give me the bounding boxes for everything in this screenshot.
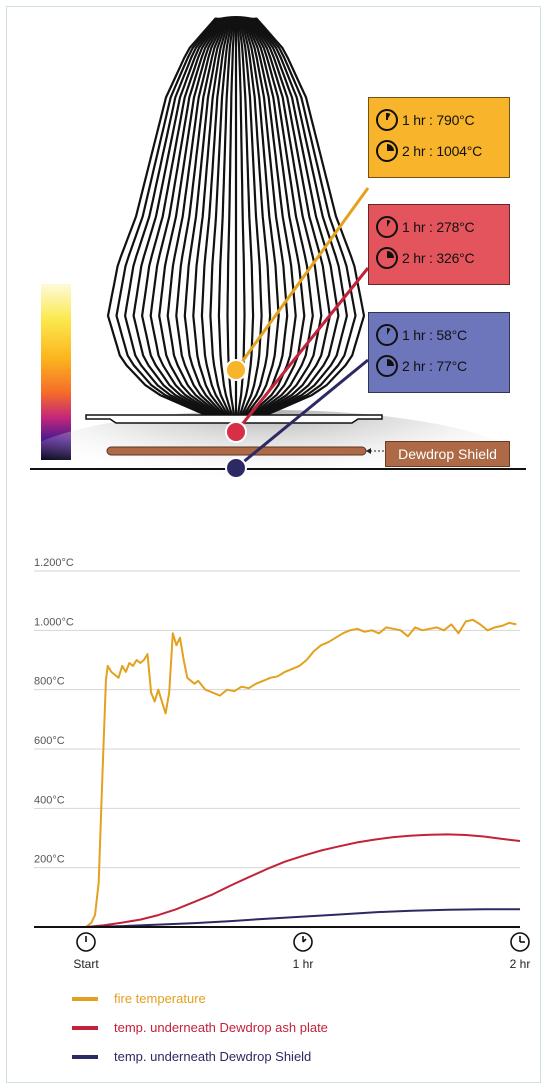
callout-row: 1 hr : 278°C — [375, 211, 503, 242]
leader-line-shield — [235, 358, 369, 470]
callout-row: 2 hr : 326°C — [375, 242, 503, 273]
clock-tick-icon — [76, 932, 96, 952]
y-tick-label: 600°C — [34, 735, 65, 747]
callout-ash-plate-temperature: 1 hr : 278°C 2 hr : 326°C — [368, 204, 510, 285]
bowl-rib — [106, 17, 217, 417]
x-tick-label: 1 hr — [293, 957, 314, 971]
legend-swatch — [72, 997, 98, 1001]
y-tick-label: 400°C — [34, 794, 65, 806]
bowl-rib — [200, 17, 232, 416]
x-axis: Start 1 hr 2 hr — [34, 926, 531, 971]
callout-shield-temperature: 1 hr : 58°C 2 hr : 77°C — [368, 312, 510, 393]
clock-2hr-icon — [376, 139, 398, 162]
leader-line-fire — [234, 187, 370, 371]
callout-shield-line-2: 2 hr : 77°C — [402, 357, 467, 374]
callout-shield-line-1: 1 hr : 58°C — [402, 326, 467, 343]
callout-fire-temperature: 1 hr : 790°C 2 hr : 1004°C — [368, 97, 510, 178]
bowl-rib — [236, 17, 246, 416]
bowl-rib — [251, 17, 340, 416]
clock-2hr-icon — [376, 354, 398, 377]
bowl-rib — [123, 17, 220, 416]
bowl-rib — [158, 17, 225, 416]
ash-plate-sensor-dot — [225, 421, 247, 443]
legend-swatch — [72, 1026, 98, 1030]
bowl-rib — [149, 17, 224, 416]
dewdrop-shield-label: Dewdrop Shield — [385, 441, 510, 467]
clock-1hr-icon — [376, 323, 398, 346]
series-line-ash-plate — [85, 833, 521, 928]
legend-label: temp. underneath Dewdrop ash plate — [114, 1020, 328, 1035]
ash-plate — [85, 414, 383, 424]
bowl-rib — [252, 17, 349, 416]
bowl-rib — [247, 17, 314, 416]
fire-sensor-dot — [225, 359, 247, 381]
bowl-rib — [115, 17, 219, 416]
shield-sensor-dot — [225, 457, 247, 479]
bowl-rib — [209, 17, 234, 416]
chart-legend: fire temperature temp. underneath Dewdrop… — [72, 991, 328, 1064]
bowl-rib — [140, 17, 223, 416]
legend-label: temp. underneath Dewdrop Shield — [114, 1049, 311, 1064]
bowl-rib — [248, 17, 323, 416]
clock-2hr-icon — [376, 246, 398, 269]
bowl-rib — [166, 17, 227, 416]
x-tick-label: 2 hr — [510, 957, 531, 971]
callout-fire-line-1: 1 hr : 790°C — [402, 111, 475, 128]
dewdrop-shield-plate — [106, 446, 367, 456]
temperature-line-chart: 1.200°C 1.000°C 800°C 600°C 400°C 200°C Start… — [34, 557, 531, 1064]
bowl-rib — [226, 17, 236, 416]
dewdrop-diagram — [10, 16, 530, 530]
bowl-rib — [245, 17, 306, 416]
callout-row: 2 hr : 77°C — [375, 350, 503, 381]
bowl-rib — [253, 17, 357, 416]
y-axis-ticks: 1.200°C 1.000°C 800°C 600°C 400°C 200°C — [34, 557, 74, 866]
legend-swatch — [72, 1055, 98, 1059]
y-tick-label: 1.200°C — [34, 557, 74, 569]
callout-ash-line-2: 2 hr : 326°C — [402, 249, 475, 266]
bowl-rib — [255, 17, 366, 417]
bowl-top-cap — [214, 16, 258, 28]
series-line-shield — [85, 908, 520, 928]
bowl-rib — [238, 17, 263, 416]
clock-1hr-icon — [376, 215, 398, 238]
clock-1hr-icon — [376, 108, 398, 131]
fire-bowl-illustration — [106, 16, 366, 417]
callout-ash-line-1: 1 hr : 278°C — [402, 218, 475, 235]
chart-grid — [34, 570, 520, 869]
y-tick-label: 1.000°C — [34, 616, 74, 628]
y-tick-label: 200°C — [34, 854, 65, 866]
bowl-rib — [249, 17, 332, 416]
y-tick-label: 800°C — [34, 676, 65, 688]
bowl-rib — [175, 17, 228, 416]
bowl-rib — [242, 17, 289, 416]
bowl-rib — [132, 17, 221, 416]
clock-tick-icon — [293, 932, 313, 952]
bowl-rib — [192, 17, 231, 416]
bowl-rib — [244, 17, 297, 416]
bowl-rib — [183, 17, 230, 416]
bowl-rib — [240, 17, 272, 416]
heat-scale-bar — [41, 284, 71, 460]
callout-row: 2 hr : 1004°C — [375, 135, 503, 166]
bowl-rib — [217, 17, 235, 416]
x-tick-label: Start — [73, 957, 99, 971]
legend-label: fire temperature — [114, 991, 206, 1006]
shield-label-arrowhead — [366, 448, 371, 454]
callout-row: 1 hr : 790°C — [375, 104, 503, 135]
series-line-fire-temperature — [85, 618, 517, 928]
clock-tick-icon — [510, 932, 530, 952]
chart-series — [85, 618, 521, 928]
callout-fire-line-2: 2 hr : 1004°C — [402, 142, 483, 159]
callout-row: 1 hr : 58°C — [375, 319, 503, 350]
leader-line-ash — [234, 267, 370, 433]
bowl-rib — [241, 17, 280, 416]
